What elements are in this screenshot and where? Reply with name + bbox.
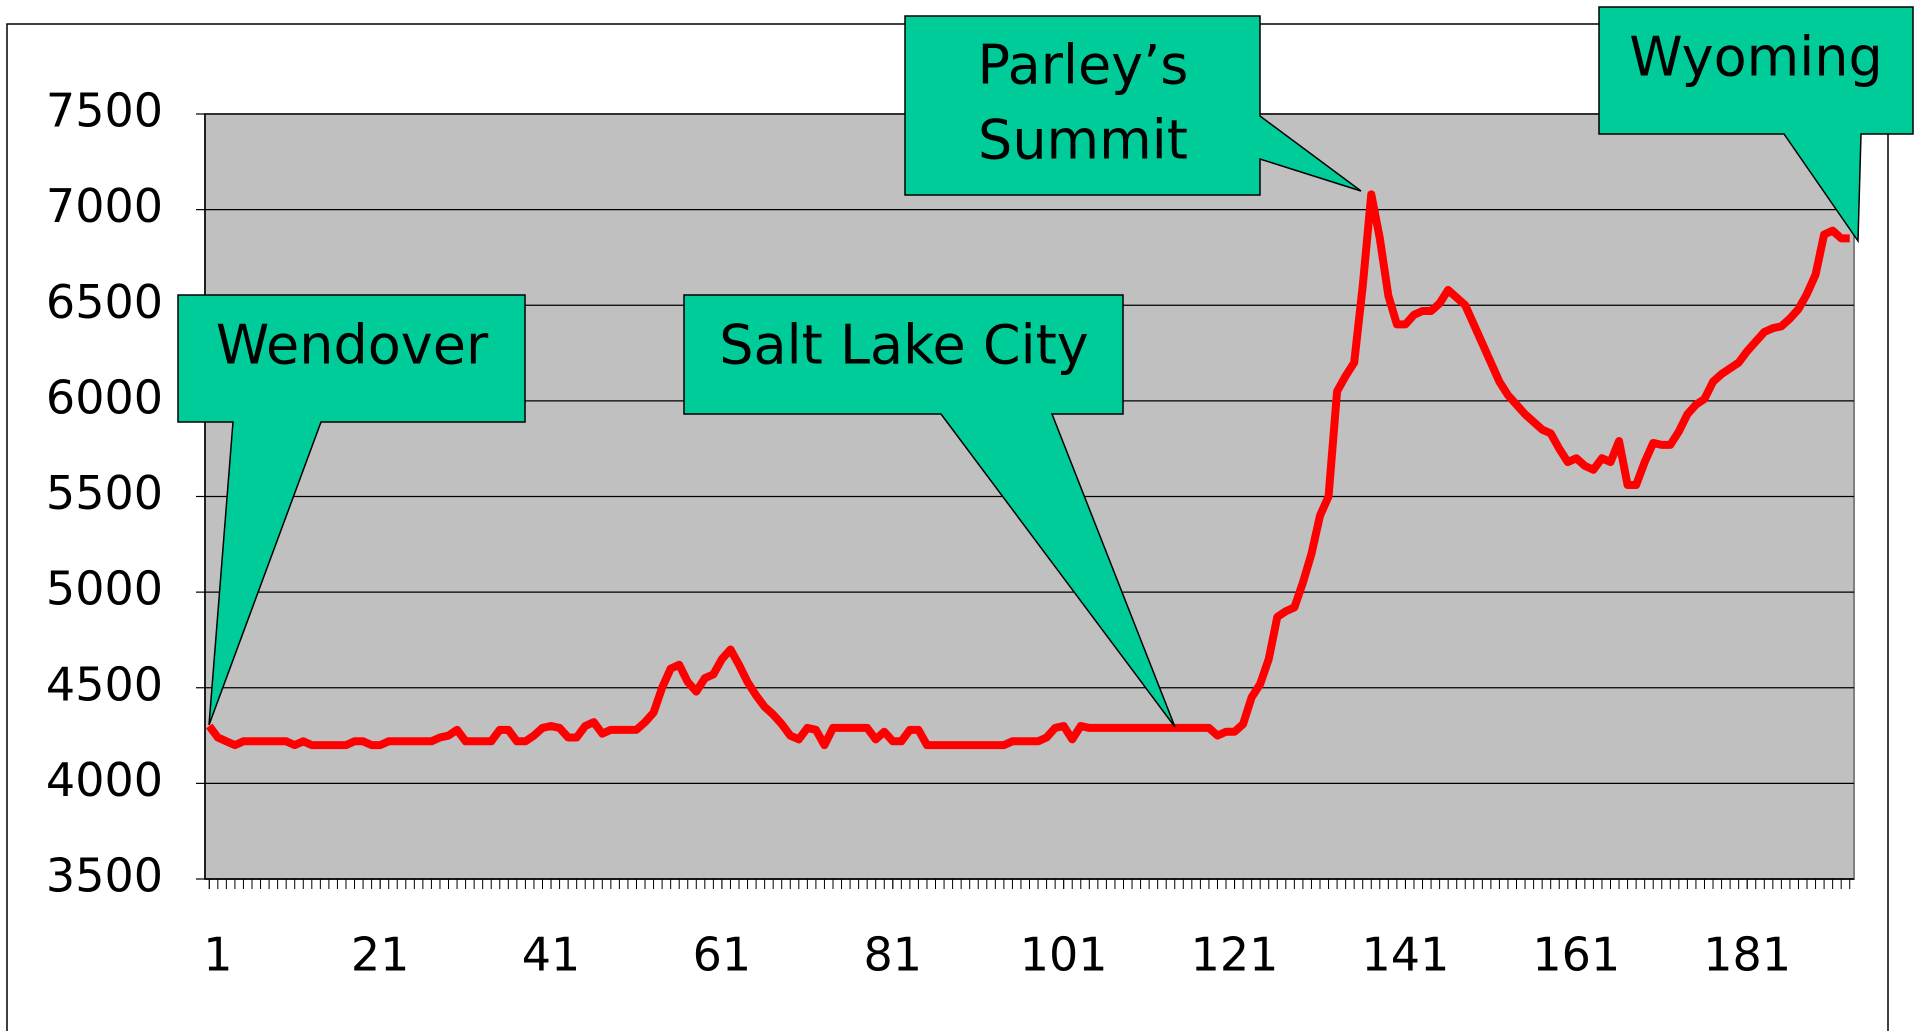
callout-text: Wendover bbox=[216, 314, 489, 377]
y-tick-label: 4500 bbox=[46, 657, 163, 711]
callout-text: Summit bbox=[978, 109, 1188, 172]
x-tick-label: 121 bbox=[1191, 928, 1279, 982]
x-tick-label: 1 bbox=[203, 928, 232, 982]
x-tick-label: 21 bbox=[351, 928, 410, 982]
callout-text: Parley’s bbox=[978, 34, 1189, 97]
callout-shape bbox=[1598, 6, 1914, 244]
x-tick-label: 81 bbox=[864, 928, 923, 982]
callout-text: Salt Lake City bbox=[719, 314, 1088, 377]
callout-text: Wyoming bbox=[1629, 26, 1883, 89]
y-tick-label: 4000 bbox=[46, 753, 163, 807]
callout: Salt Lake City bbox=[683, 294, 1176, 728]
y-tick-label: 5500 bbox=[46, 466, 163, 520]
y-tick-label: 6000 bbox=[46, 370, 163, 424]
callout: Wendover bbox=[177, 294, 526, 726]
x-tick-label: 41 bbox=[522, 928, 581, 982]
x-tick-label: 141 bbox=[1362, 928, 1450, 982]
callout: Parley’s Summit bbox=[904, 15, 1362, 196]
x-tick-label: 101 bbox=[1020, 928, 1108, 982]
callout: Wyoming bbox=[1598, 6, 1914, 244]
y-tick-label: 7000 bbox=[46, 179, 163, 233]
y-tick-label: 3500 bbox=[46, 849, 163, 903]
callout-shape bbox=[683, 294, 1176, 728]
line-series bbox=[206, 190, 1850, 750]
x-tick-label: 161 bbox=[1532, 928, 1620, 982]
callout-shape bbox=[904, 15, 1362, 196]
x-tick-label: 181 bbox=[1703, 928, 1791, 982]
y-tick-label: 6500 bbox=[46, 275, 163, 329]
x-tick-label: 61 bbox=[693, 928, 752, 982]
y-tick-label: 5000 bbox=[46, 562, 163, 616]
callout-shape bbox=[177, 294, 526, 726]
y-tick-label: 7500 bbox=[46, 84, 163, 138]
